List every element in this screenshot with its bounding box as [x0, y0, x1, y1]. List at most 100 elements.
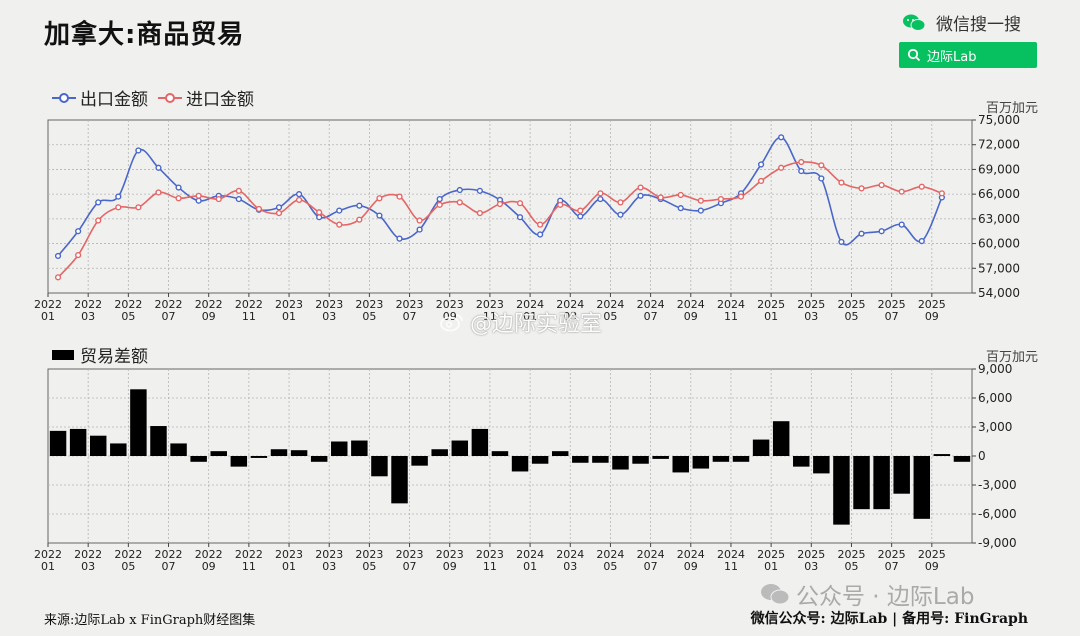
search-text: 边际Lab: [927, 49, 977, 65]
import-point: [938, 190, 945, 197]
balance-bar-xtick-year: 2025: [797, 548, 825, 561]
trade-line-xtick-month: 11: [724, 310, 738, 323]
export-point: [295, 191, 303, 198]
import-point: [898, 188, 905, 195]
trade-line-xtick-year: 2023: [476, 298, 504, 311]
export-point: [818, 175, 825, 182]
balance-bar-xtick-year: 2023: [476, 548, 504, 561]
balance-bar: [511, 456, 529, 472]
import-point: [295, 196, 303, 204]
balance-bar-xtick-month: 07: [644, 560, 658, 573]
import-point: [75, 252, 82, 259]
export-point: [617, 211, 624, 218]
balance-bar: [310, 456, 328, 462]
trade-line-xtick-month: 03: [804, 310, 818, 323]
balance-bar-xtick-month: 09: [684, 560, 698, 573]
balance-bar: [732, 456, 750, 462]
trade-line-xtick-month: 07: [162, 310, 176, 323]
import-point: [597, 190, 604, 197]
export-point: [476, 187, 483, 194]
balance-bar: [170, 443, 187, 456]
balance-bar-xtick-month: 01: [282, 560, 296, 573]
trade-line-xtick-month: 05: [603, 310, 617, 323]
import-point: [557, 201, 564, 208]
trade-line-xtick-year: 2024: [516, 298, 544, 311]
export-point: [75, 228, 82, 235]
import-point: [677, 191, 684, 199]
trade-line-xtick-month: 05: [362, 310, 376, 323]
trade-line-xtick-year: 2023: [315, 298, 343, 311]
balance-bar-xtick-month: 01: [41, 560, 55, 573]
trade-line-xtick-month: 07: [644, 310, 658, 323]
balance-bar: [953, 456, 971, 462]
export-point: [577, 213, 584, 220]
export-point: [798, 167, 805, 175]
trade-line-xtick-year: 2025: [837, 298, 865, 311]
balance-bar-xtick-year: 2025: [837, 548, 865, 561]
balance-bar: [371, 456, 388, 477]
trade-line-xtick-year: 2022: [114, 298, 142, 311]
import-point: [456, 199, 463, 206]
balance-bar: [471, 428, 489, 456]
export-point: [778, 134, 785, 141]
balance-bar-xtick-month: 07: [885, 560, 899, 573]
import-point: [115, 204, 122, 211]
export-point: [135, 147, 142, 154]
balance-bar: [391, 456, 408, 504]
trade-line-xtick-month: 05: [121, 310, 135, 323]
trade-line-xtick-month: 09: [443, 310, 457, 323]
legend-item-export: 出口金额: [52, 85, 148, 110]
balance-bar-xtick-month: 01: [764, 560, 778, 573]
balance-bar-xtick-year: 2023: [396, 548, 424, 561]
trade-line-plot-frame: [47, 119, 973, 294]
trade-line-ytick-label: 75,000: [978, 113, 1020, 127]
page-title: 加拿大:商品贸易: [44, 20, 245, 50]
export-point: [456, 186, 463, 194]
balance-bar-xtick-year: 2024: [637, 548, 665, 561]
trade-line-xtick-month: 01: [523, 310, 537, 323]
source-note: 来源:边际Lab x FinGraph财经图集: [44, 613, 256, 628]
import-point: [436, 201, 443, 208]
import-point: [356, 216, 363, 223]
trade-line-xtick-year: 2023: [396, 298, 424, 311]
trade-line-ytick-label: 60,000: [978, 237, 1020, 251]
balance-bar-xtick-year: 2022: [74, 548, 102, 561]
balance-bar: [531, 456, 549, 464]
balance-bar-xtick-month: 11: [483, 560, 497, 573]
legend-import-label: 进口金额: [186, 90, 254, 110]
balance-bar: [873, 456, 890, 510]
trade-line-xtick-year: 2023: [436, 298, 464, 311]
balance-bar: [572, 456, 589, 463]
trade-line-xtick-year: 2022: [74, 298, 102, 311]
export-point: [195, 197, 202, 204]
legend-balance-label: 贸易差额: [80, 347, 148, 367]
balance-bar-xtick-year: 2022: [195, 548, 223, 561]
export-point: [436, 195, 443, 203]
balance-bar: [230, 456, 248, 467]
trade-line-ytick-label: 54,000: [978, 286, 1020, 300]
weibo-watermark: @边际实验室: [440, 306, 602, 338]
trade-line-xtick-month: 09: [925, 310, 939, 323]
top-legend: 出口金额 进口金额: [52, 85, 264, 110]
balance-bar: [772, 421, 790, 456]
legend-export-label: 出口金额: [80, 90, 148, 110]
export-point: [878, 228, 885, 235]
wechat-watermark-icon: [761, 584, 790, 605]
search-box[interactable]: 边际Lab: [899, 42, 1037, 68]
import-point: [235, 187, 242, 194]
trade-line-xtick-month: 07: [885, 310, 899, 323]
import-point: [416, 217, 423, 224]
balance-bar-xtick-year: 2024: [717, 548, 745, 561]
balance-bar: [270, 449, 288, 456]
trade-line-ytick-label: 63,000: [978, 212, 1020, 226]
balance-bar-unit-label: 百万加元: [986, 350, 1038, 365]
import-point: [858, 185, 865, 192]
trade-line-xtick-month: 03: [322, 310, 336, 323]
import-point: [95, 217, 102, 224]
import-point: [778, 164, 785, 171]
balance-bar-ytick-label: 0: [978, 449, 986, 463]
balance-bar-xtick-month: 03: [81, 560, 95, 573]
balance-bar-xtick-year: 2025: [757, 548, 785, 561]
export-point: [537, 231, 544, 238]
footer-account-note: 微信公众号: 边际Lab | 备用号: FinGraph: [750, 611, 1028, 627]
